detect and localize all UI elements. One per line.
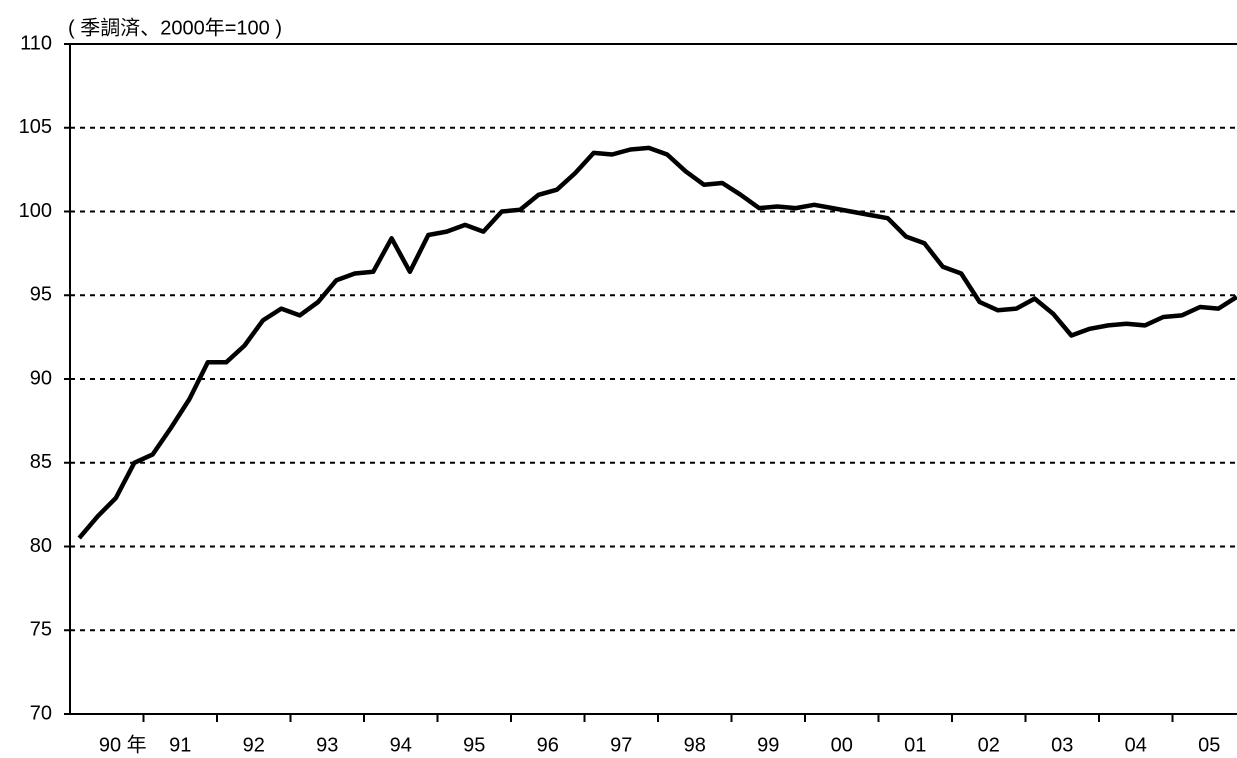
- x-tick-label: 92: [243, 734, 265, 756]
- y-tick-label: 85: [30, 451, 52, 473]
- x-tick-label: 90 年: [99, 733, 147, 756]
- data-line: [77, 145, 1237, 540]
- y-tick-label: 110: [20, 32, 52, 54]
- y-tick-label: 75: [30, 619, 52, 641]
- x-tick-label: 93: [316, 734, 338, 756]
- y-tick-label: 80: [30, 535, 52, 557]
- y-tick-label: 100: [19, 200, 52, 222]
- x-tick-label: 98: [684, 734, 706, 756]
- x-tick-label: 01: [904, 734, 926, 756]
- y-tick-label: 95: [30, 284, 52, 306]
- x-tick-label: 00: [831, 734, 853, 756]
- x-tick-label: 03: [1051, 734, 1073, 756]
- y-tick-label: 70: [30, 702, 52, 724]
- x-tick-label: 04: [1125, 734, 1147, 756]
- x-tick-label: 99: [757, 734, 779, 756]
- x-tick-label: 02: [978, 734, 1000, 756]
- x-tick-label: 91: [169, 734, 191, 756]
- x-tick-label: 05: [1198, 734, 1220, 756]
- x-tick-label: 97: [610, 734, 632, 756]
- y-tick-label: 105: [19, 116, 52, 138]
- y-axis-unit: ( 季調済、2000年=100 ): [68, 16, 282, 39]
- y-tick-label: 90: [30, 367, 52, 389]
- x-tick-label: 96: [537, 734, 559, 756]
- x-tick-label: 95: [463, 734, 485, 756]
- x-tick-label: 94: [390, 734, 412, 756]
